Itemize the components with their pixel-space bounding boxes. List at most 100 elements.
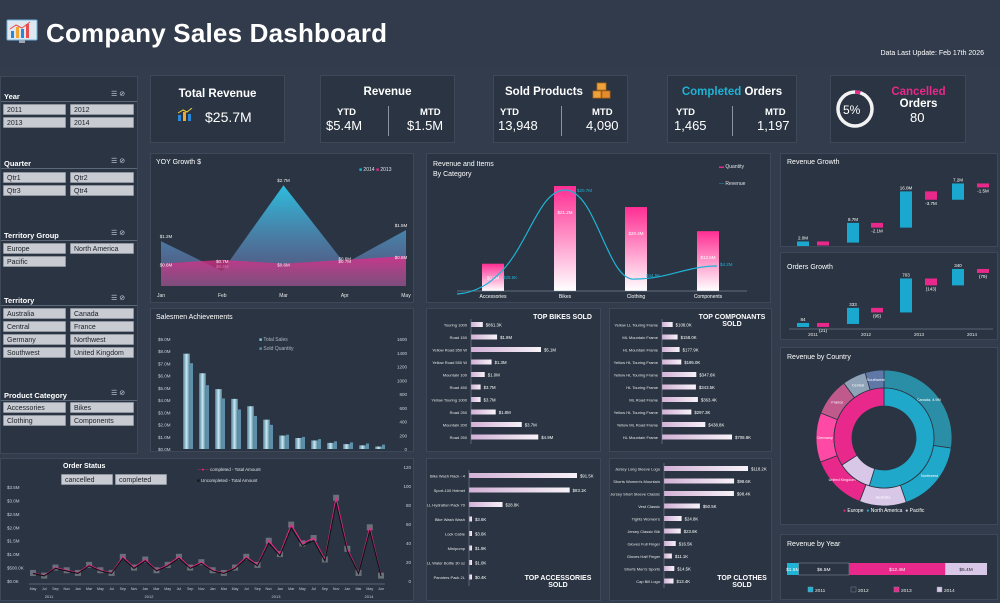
slicer-quarter-qtr2[interactable]: Qtr2 (70, 172, 134, 183)
order-status-month-5: Mar (86, 587, 93, 591)
category-legend-quantity: ▬ Quantity (719, 164, 745, 170)
revenue-by-year-legend-2013: 2013 (901, 588, 912, 594)
filter-clear-icon[interactable]: ☰ ⊘ (111, 295, 126, 302)
salesmen-y-left-7: $2.0M (158, 423, 171, 428)
slicer-territory-group-europe[interactable]: Europe (3, 243, 66, 254)
revenue-growth-label-3: -2.1M (871, 229, 883, 234)
tc-svg-value-1: $158.0K (681, 335, 697, 340)
revenue-growth-label-7: -1.5M (977, 188, 989, 193)
slicer-territory-southwest[interactable]: Southwest (3, 347, 66, 358)
tb-svg-value-2: $5.1M (544, 348, 556, 353)
kpi-cancelled-orders: 5% Cancelled Orders 80 (830, 75, 966, 143)
slicer-territory-canada[interactable]: Canada (70, 308, 134, 319)
orders-growth-bar-5 (925, 278, 937, 286)
ta-svg-label-7: Panniers Pack 2L (434, 575, 466, 580)
ta-svg-value-2: $28.8K (506, 503, 520, 508)
order-status-y-left-6: $500.0K (7, 566, 24, 571)
slicer-year-2013[interactable]: 2013 (3, 117, 66, 128)
page-title: Company Sales Dashboard (46, 18, 388, 48)
salesmen-bar-7 (295, 438, 302, 449)
revenue-by-year-legend-swatch-1 (850, 586, 857, 593)
salesmen-qty-7 (302, 436, 305, 449)
slicer-category-accessories[interactable]: Accessories (3, 402, 66, 413)
category-line-label-3: $4.2M (720, 262, 733, 267)
country-inner-2 (833, 387, 885, 466)
slicer-territory-northwest[interactable]: Northwest (70, 334, 134, 345)
salesmen-qty-1 (206, 385, 209, 449)
order-status-month-1: Jul (42, 587, 47, 591)
cancelled-arc (854, 90, 861, 95)
slicer-quarter-qtr3[interactable]: Qtr3 (3, 185, 66, 196)
filter-clear-icon[interactable]: ☰ ⊘ (111, 390, 126, 397)
yoy-tick-Feb: Feb (218, 293, 227, 299)
salesmen-qty-0 (190, 363, 193, 449)
slicer-year-2011[interactable]: 2011 (3, 104, 66, 115)
salesmen-title: Salesmen Achievements (156, 314, 233, 321)
country-title: Revenue by Country (787, 354, 851, 361)
yoy-label-2014-3: $0.6M (338, 257, 351, 262)
slicer-territory-france[interactable]: France (70, 321, 134, 332)
salesmen-y-left-8: $1.0M (158, 435, 171, 440)
slicer-quarter-qtr1[interactable]: Qtr1 (3, 172, 66, 183)
kpi-completed-title-a: Completed (681, 86, 742, 98)
order-status-cancelled-button[interactable]: cancelled (61, 474, 113, 485)
filter-clear-icon[interactable]: ☰ ⊘ (111, 230, 126, 237)
slicer-territory-group-north-america[interactable]: North America (70, 243, 134, 254)
tcl-svg-label-6: Gloves Full Finger (628, 542, 661, 547)
revenue-by-year-seg-2 (849, 563, 946, 575)
tc-svg-value-6: $363.4K (701, 398, 717, 403)
yoy-tick-May: May (401, 293, 411, 299)
kpi-total-revenue-title: Total Revenue (178, 88, 257, 100)
tb-svg-bar-6 (471, 397, 481, 402)
tb-svg-value-8: $3.7M (525, 423, 537, 428)
kpi-revenue-ytd: $5.4M (326, 118, 363, 133)
tcl-svg-bar-7 (664, 553, 672, 559)
tc-svg-bar-9 (662, 434, 732, 440)
revenue-growth-bar-5 (925, 191, 937, 200)
slicer-territory-united-kingdom[interactable]: United Kingdom (70, 347, 134, 358)
salesmen-y-left-1: $8.0M (158, 349, 171, 354)
country-label-5: France (831, 400, 843, 404)
slicer-territory-central[interactable]: Central (3, 321, 66, 332)
tb-svg-value-1: $1.9M (500, 335, 512, 340)
slicer-category-components[interactable]: Components (70, 415, 134, 426)
order-status-completed-button[interactable]: completed (115, 474, 167, 485)
order-status-y-left-1: $3.0M (7, 498, 20, 503)
tcl-svg-bar-6 (664, 541, 676, 546)
revenue-by-year-label-2: $12.4M (889, 567, 905, 573)
slicer-territory-australia[interactable]: Australia (3, 308, 66, 319)
order-status-title: Order Status (63, 463, 106, 470)
slicer-territory-germany[interactable]: Germany (3, 334, 66, 345)
salesmen-bar-3 (231, 398, 238, 449)
order-status-y-left-0: $3.5M (7, 485, 20, 490)
revenue-by-year-legend-2012: 2012 (858, 588, 869, 594)
salesmen-bar-8 (311, 440, 318, 449)
orders-growth-tick-2012: 2012 (861, 332, 872, 337)
salesmen-legend-qty: ■ Sold Quantity (259, 346, 294, 352)
top-bikes-panel: TOP BIKES SOLD Touring 1000 $861.3K Road 1… (426, 308, 601, 452)
kpi-revenue-title: Revenue (363, 86, 412, 98)
slicer-category-bikes[interactable]: Bikes (70, 402, 134, 413)
yoy-label-2014-2: $2.7M (277, 178, 290, 183)
revenue-growth-bar-0 (797, 241, 809, 246)
tcl-svg-label-2: Jersey Short Sleeve Classic (610, 492, 660, 497)
country-label-1: Northwest (921, 474, 939, 478)
slicer-year-2012[interactable]: 2012 (70, 104, 134, 115)
slicer-territory-group-pacific[interactable]: Pacific (3, 256, 66, 267)
slicer-quarter-qtr4[interactable]: Qtr4 (70, 185, 134, 196)
filter-clear-icon[interactable]: ☰ ⊘ (111, 158, 126, 165)
tcl-svg-bar-0 (664, 466, 748, 471)
kpi-cancelled-value: 80 (910, 110, 925, 125)
tcl-svg-label-9: Cap Bill Logo (636, 579, 661, 584)
kpi-total-revenue-value: $25.7M (205, 109, 252, 125)
order-status-month-10: Jan (142, 587, 148, 591)
tb-svg-value-4: $1.0M (488, 373, 500, 378)
category-bar-1 (554, 186, 576, 291)
kpi-cancelled-title-a: Cancelled (891, 86, 946, 98)
slicer-year-2014[interactable]: 2014 (70, 117, 134, 128)
slicer-category-clothing[interactable]: Clothing (3, 415, 66, 426)
filter-clear-icon[interactable]: ☰ ⊘ (111, 91, 126, 98)
category-line-label-1: $20.7M (577, 188, 592, 193)
order-status-month-22: Jan (277, 587, 283, 591)
order-status-y-left-7: $0.0K (7, 579, 19, 584)
